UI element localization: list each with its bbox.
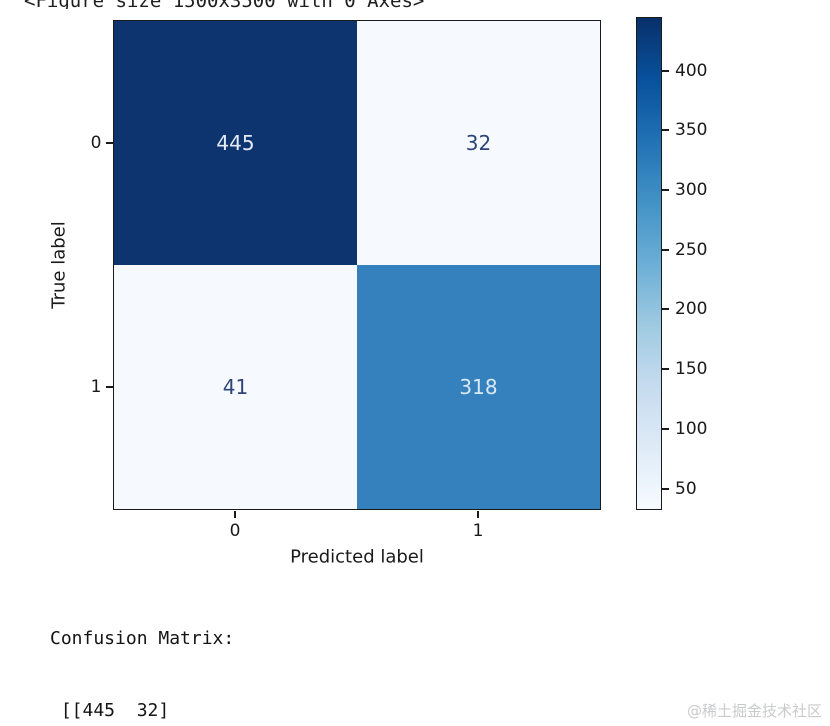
cell-value: 32 — [465, 131, 492, 155]
colorbar-tick-label: 50 — [675, 478, 697, 499]
colorbar-tick-mark — [662, 129, 669, 132]
colorbar-tick-label: 300 — [675, 180, 708, 201]
colorbar-ticks: 50 100 150 200 250 300 350 400 — [662, 17, 732, 510]
heatmap-cell-0-1: 32 — [357, 21, 600, 265]
colorbar-tick-label: 400 — [675, 60, 708, 81]
x-axis-label: Predicted label — [290, 546, 424, 568]
y-axis-label: True label — [48, 221, 70, 309]
colorbar-tick-mark — [662, 487, 669, 490]
figure-repr-clipped: <Figure size 1500x3500 with 0 Axes> — [24, 0, 484, 9]
x-axis-tick-label-0: 0 — [229, 521, 241, 541]
colorbar-tick-label: 200 — [675, 299, 708, 320]
console-line: [[445 32] — [50, 699, 170, 721]
console-line: Confusion Matrix: — [50, 627, 235, 649]
colorbar-tick-label: 250 — [675, 239, 708, 260]
colorbar-tick-label: 350 — [675, 120, 708, 141]
cell-value: 445 — [216, 131, 255, 155]
colorbar-tick-label: 150 — [675, 359, 708, 380]
heatmap-cell-0-0: 445 — [114, 21, 357, 265]
confusion-matrix-heatmap: 445 32 41 318 — [113, 20, 601, 510]
heatmap-cell-1-0: 41 — [114, 265, 357, 509]
colorbar-tick-mark — [662, 248, 669, 251]
watermark: @稀土掘金技术社区 — [686, 702, 822, 720]
y-axis-tick-mark-1 — [106, 386, 113, 388]
y-axis-tick-label-0: 0 — [90, 133, 102, 153]
colorbar-tick-mark — [662, 368, 669, 371]
y-axis-tick-mark-0 — [106, 142, 113, 144]
console-output: Confusion Matrix: [[445 32] [ 41 318]] T… — [50, 579, 397, 726]
colorbar-tick-mark — [662, 69, 669, 72]
x-axis-tick-label-1: 1 — [472, 521, 484, 541]
colorbar-tick-mark — [662, 308, 669, 311]
colorbar-tick-mark — [662, 189, 669, 192]
y-axis-tick-label-1: 1 — [90, 377, 102, 397]
x-axis-tick-mark-0 — [234, 511, 236, 518]
x-axis-tick-mark-1 — [477, 511, 479, 518]
figure-repr-text: <Figure size 1500x3500 with 0 Axes> — [24, 0, 484, 9]
colorbar-gradient — [636, 17, 662, 510]
heatmap-cell-1-1: 318 — [357, 265, 600, 509]
cell-value: 318 — [459, 375, 498, 399]
colorbar-tick-mark — [662, 427, 669, 430]
cell-value: 41 — [222, 375, 249, 399]
colorbar-tick-label: 100 — [675, 418, 708, 439]
